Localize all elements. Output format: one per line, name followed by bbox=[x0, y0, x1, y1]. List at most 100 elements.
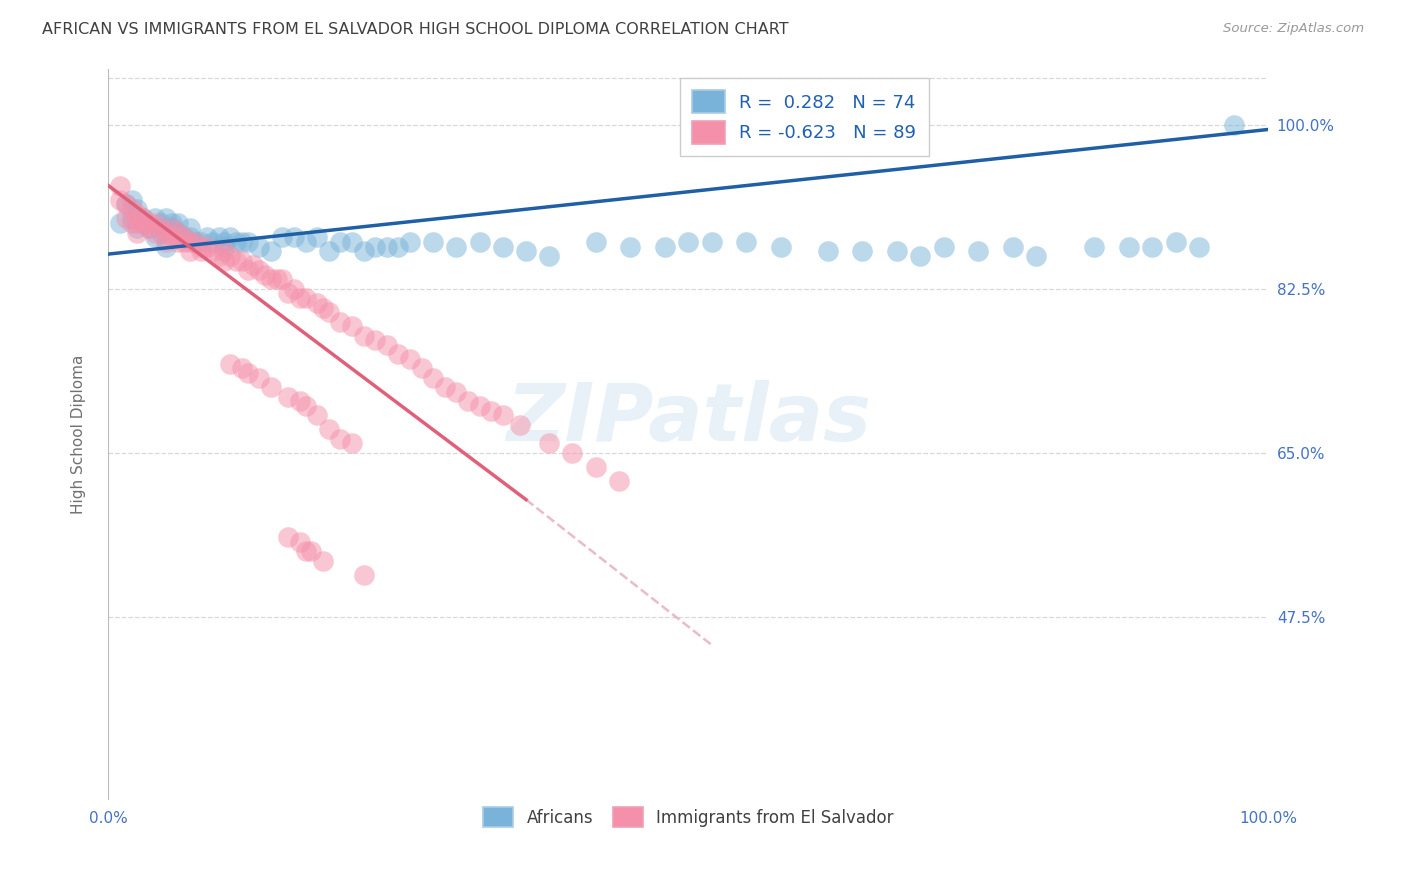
Point bbox=[190, 244, 212, 259]
Point bbox=[173, 230, 195, 244]
Point bbox=[127, 207, 149, 221]
Point bbox=[307, 409, 329, 423]
Point bbox=[121, 216, 143, 230]
Point bbox=[214, 235, 236, 249]
Y-axis label: High School Diploma: High School Diploma bbox=[72, 354, 86, 514]
Point bbox=[247, 239, 270, 253]
Point bbox=[195, 230, 218, 244]
Point bbox=[770, 239, 793, 253]
Point bbox=[214, 244, 236, 259]
Point bbox=[167, 226, 190, 240]
Point bbox=[132, 216, 155, 230]
Point bbox=[271, 272, 294, 286]
Point bbox=[375, 338, 398, 352]
Point bbox=[236, 263, 259, 277]
Point bbox=[457, 394, 479, 409]
Point bbox=[353, 244, 375, 259]
Point bbox=[678, 235, 700, 249]
Point bbox=[1188, 239, 1211, 253]
Point bbox=[184, 235, 207, 249]
Point bbox=[1164, 235, 1187, 249]
Point bbox=[329, 314, 352, 328]
Point bbox=[231, 253, 253, 268]
Point bbox=[910, 249, 932, 263]
Point bbox=[1222, 118, 1244, 132]
Point bbox=[208, 249, 231, 263]
Point bbox=[387, 239, 409, 253]
Point bbox=[260, 244, 283, 259]
Point bbox=[1002, 239, 1025, 253]
Point bbox=[266, 272, 288, 286]
Point bbox=[307, 230, 329, 244]
Point bbox=[492, 409, 515, 423]
Point bbox=[179, 244, 201, 259]
Point bbox=[173, 230, 195, 244]
Point bbox=[585, 235, 607, 249]
Point bbox=[225, 253, 247, 268]
Point bbox=[271, 230, 294, 244]
Point bbox=[654, 239, 676, 253]
Point bbox=[108, 178, 131, 193]
Point bbox=[190, 239, 212, 253]
Point bbox=[538, 436, 561, 450]
Point bbox=[312, 553, 335, 567]
Point bbox=[364, 239, 387, 253]
Point bbox=[121, 211, 143, 226]
Point bbox=[167, 235, 190, 249]
Point bbox=[387, 347, 409, 361]
Point bbox=[149, 226, 172, 240]
Point bbox=[851, 244, 873, 259]
Point bbox=[121, 193, 143, 207]
Point bbox=[515, 244, 537, 259]
Point bbox=[155, 235, 177, 249]
Point bbox=[329, 432, 352, 446]
Point bbox=[214, 239, 236, 253]
Point bbox=[254, 268, 277, 282]
Point bbox=[318, 305, 340, 319]
Point bbox=[132, 211, 155, 226]
Text: ZIPatlas: ZIPatlas bbox=[506, 380, 870, 458]
Point bbox=[236, 366, 259, 380]
Point bbox=[115, 197, 138, 211]
Point bbox=[509, 417, 531, 432]
Point bbox=[231, 361, 253, 376]
Point bbox=[184, 235, 207, 249]
Point bbox=[422, 235, 444, 249]
Point bbox=[538, 249, 561, 263]
Text: AFRICAN VS IMMIGRANTS FROM EL SALVADOR HIGH SCHOOL DIPLOMA CORRELATION CHART: AFRICAN VS IMMIGRANTS FROM EL SALVADOR H… bbox=[42, 22, 789, 37]
Point bbox=[127, 226, 149, 240]
Point bbox=[149, 220, 172, 235]
Point bbox=[179, 230, 201, 244]
Point bbox=[340, 436, 363, 450]
Point bbox=[375, 239, 398, 253]
Point bbox=[143, 211, 166, 226]
Point bbox=[242, 258, 264, 272]
Point bbox=[108, 216, 131, 230]
Point bbox=[214, 253, 236, 268]
Point bbox=[340, 235, 363, 249]
Point bbox=[399, 352, 422, 367]
Point bbox=[219, 230, 242, 244]
Point bbox=[288, 534, 311, 549]
Text: Source: ZipAtlas.com: Source: ZipAtlas.com bbox=[1223, 22, 1364, 36]
Point bbox=[143, 230, 166, 244]
Point bbox=[1118, 239, 1140, 253]
Point bbox=[312, 301, 335, 315]
Point bbox=[294, 544, 316, 558]
Point bbox=[277, 286, 299, 301]
Point bbox=[433, 380, 456, 394]
Point bbox=[318, 422, 340, 436]
Point bbox=[886, 244, 908, 259]
Point bbox=[932, 239, 955, 253]
Point bbox=[468, 399, 491, 413]
Point bbox=[329, 235, 352, 249]
Point bbox=[219, 357, 242, 371]
Point bbox=[364, 334, 387, 348]
Point bbox=[260, 380, 283, 394]
Point bbox=[283, 282, 305, 296]
Point bbox=[411, 361, 433, 376]
Point bbox=[288, 394, 311, 409]
Point bbox=[179, 220, 201, 235]
Point bbox=[201, 235, 224, 249]
Point bbox=[446, 384, 468, 399]
